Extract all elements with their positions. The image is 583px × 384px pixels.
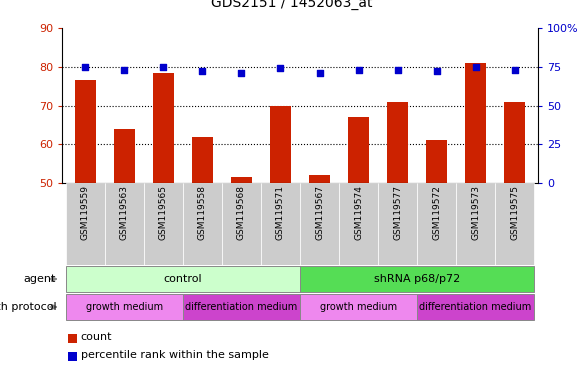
Bar: [222, 183, 261, 265]
Bar: [183, 293, 300, 320]
Text: shRNA p68/p72: shRNA p68/p72: [374, 274, 460, 284]
Point: [471, 64, 480, 70]
Text: GSM119563: GSM119563: [120, 185, 129, 240]
Bar: [105, 183, 144, 265]
Bar: [270, 106, 292, 183]
Bar: [348, 117, 369, 183]
Bar: [417, 183, 456, 265]
Text: differentiation medium: differentiation medium: [185, 302, 297, 312]
Text: GSM119573: GSM119573: [471, 185, 480, 240]
Bar: [300, 266, 534, 293]
Text: percentile rank within the sample: percentile rank within the sample: [80, 351, 269, 361]
Text: differentiation medium: differentiation medium: [419, 302, 532, 312]
Bar: [66, 266, 300, 293]
Bar: [300, 293, 417, 320]
Text: count: count: [80, 333, 112, 343]
Bar: [378, 183, 417, 265]
Bar: [504, 102, 525, 183]
Text: GSM119559: GSM119559: [81, 185, 90, 240]
Text: GSM119572: GSM119572: [432, 185, 441, 240]
Point: [315, 70, 324, 76]
Text: GSM119574: GSM119574: [354, 185, 363, 240]
Text: GSM119558: GSM119558: [198, 185, 207, 240]
Text: GSM119568: GSM119568: [237, 185, 246, 240]
Text: GSM119565: GSM119565: [159, 185, 168, 240]
Bar: [495, 183, 534, 265]
Text: growth protocol: growth protocol: [0, 302, 56, 312]
Text: growth medium: growth medium: [320, 302, 397, 312]
Point: [276, 65, 285, 71]
Bar: [300, 183, 339, 265]
Text: GDS2151 / 1452063_at: GDS2151 / 1452063_at: [210, 0, 373, 10]
Point: [198, 68, 207, 74]
Bar: [183, 183, 222, 265]
Bar: [114, 129, 135, 183]
Bar: [456, 183, 495, 265]
Point: [510, 67, 519, 73]
Bar: [153, 73, 174, 183]
Bar: [387, 102, 408, 183]
Bar: [68, 353, 76, 361]
Point: [354, 67, 363, 73]
Point: [81, 64, 90, 70]
Text: GSM119567: GSM119567: [315, 185, 324, 240]
Bar: [144, 183, 183, 265]
Text: GSM119571: GSM119571: [276, 185, 285, 240]
Text: growth medium: growth medium: [86, 302, 163, 312]
Bar: [261, 183, 300, 265]
Bar: [231, 177, 252, 183]
Bar: [339, 183, 378, 265]
Bar: [75, 80, 96, 183]
Bar: [465, 63, 486, 183]
Point: [237, 70, 246, 76]
Bar: [66, 293, 183, 320]
Text: agent: agent: [24, 274, 56, 284]
Text: control: control: [164, 274, 202, 284]
Point: [432, 68, 441, 74]
Text: GSM119577: GSM119577: [393, 185, 402, 240]
Bar: [426, 141, 447, 183]
Point: [393, 67, 402, 73]
Bar: [417, 293, 534, 320]
Bar: [309, 175, 330, 183]
Text: GSM119575: GSM119575: [510, 185, 519, 240]
Point: [120, 67, 129, 73]
Point: [159, 64, 168, 70]
Bar: [192, 136, 213, 183]
Bar: [68, 334, 76, 343]
Bar: [66, 183, 105, 265]
